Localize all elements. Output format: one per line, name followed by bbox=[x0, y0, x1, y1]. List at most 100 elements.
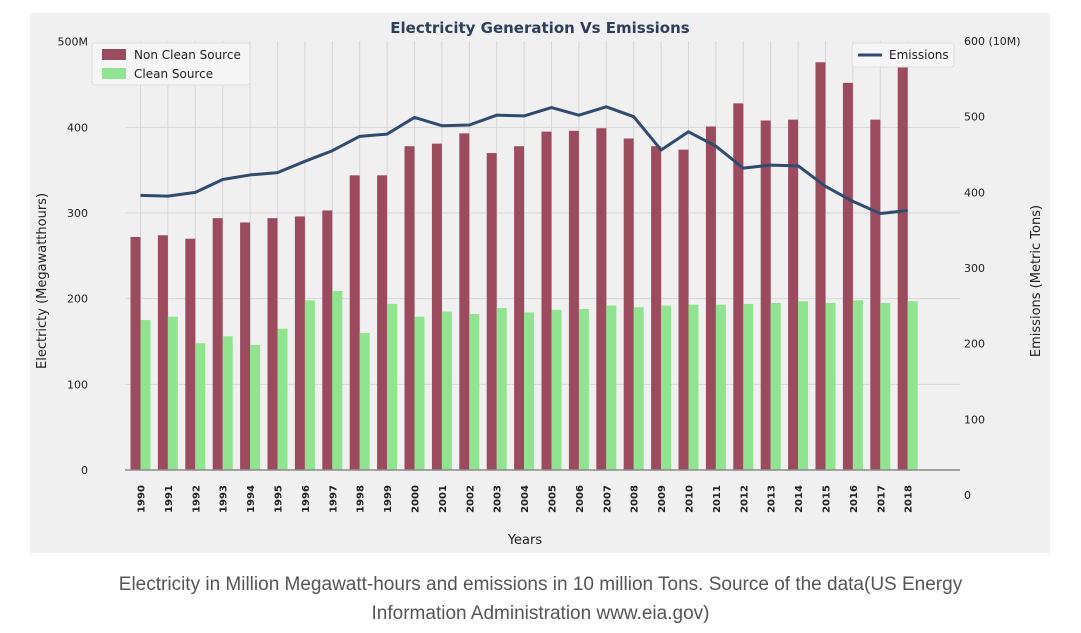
x-tick-label: 2014 bbox=[794, 485, 805, 513]
y-tick-right-label: 300 bbox=[964, 262, 985, 275]
x-tick-label: 2007 bbox=[602, 485, 613, 513]
x-tick-label: 1996 bbox=[301, 485, 312, 513]
bar-clean-2000 bbox=[414, 316, 425, 470]
bar-clean-1998 bbox=[359, 332, 370, 470]
y-tick-right-label: 400 bbox=[964, 186, 985, 199]
bar-non-clean-2014 bbox=[788, 119, 799, 470]
bar-non-clean-2011 bbox=[705, 126, 716, 470]
bar-clean-1991 bbox=[167, 316, 178, 470]
legend-line: Emissions bbox=[851, 42, 955, 68]
y-tick-left-label: 400 bbox=[67, 121, 88, 134]
bar-clean-1999 bbox=[387, 303, 398, 470]
bar-non-clean-2009 bbox=[651, 146, 662, 470]
x-tick-label: 1994 bbox=[246, 485, 257, 513]
x-tick-label: 2004 bbox=[520, 485, 531, 513]
legend-label-emissions: Emissions bbox=[889, 48, 949, 62]
legend-swatch-non-clean bbox=[102, 49, 126, 60]
bar-non-clean-1996 bbox=[294, 216, 305, 470]
bar-non-clean-2006 bbox=[568, 130, 579, 470]
y-tick-right-label: 200 bbox=[964, 338, 985, 351]
bar-clean-2001 bbox=[441, 311, 452, 470]
x-tick-label: 1991 bbox=[164, 485, 175, 513]
x-tick-label: 1992 bbox=[191, 485, 202, 513]
bar-non-clean-2002 bbox=[459, 133, 470, 470]
bar-clean-2014 bbox=[798, 301, 809, 470]
caption-line-2: Information Administration www.eia.gov) bbox=[371, 603, 710, 624]
x-tick-label: 2005 bbox=[548, 485, 559, 513]
x-tick-label: 2006 bbox=[575, 485, 586, 513]
bar-clean-2018 bbox=[907, 301, 918, 470]
x-tick-label: 1990 bbox=[137, 485, 148, 513]
x-tick-label: 2003 bbox=[493, 485, 504, 513]
bar-clean-2004 bbox=[524, 312, 535, 470]
x-tick-label: 1999 bbox=[383, 485, 394, 513]
y-tick-left-label: 100 bbox=[67, 378, 88, 391]
y-tick-left-label: 500M bbox=[58, 36, 89, 49]
chart-title: Electricity Generation Vs Emissions bbox=[390, 19, 690, 37]
x-tick-label: 1993 bbox=[219, 485, 230, 513]
x-tick-label: 2017 bbox=[876, 485, 887, 513]
x-tick-label: 1998 bbox=[356, 485, 367, 513]
bar-clean-1993 bbox=[222, 336, 233, 470]
bar-clean-2010 bbox=[688, 304, 699, 470]
bar-non-clean-1993 bbox=[212, 218, 223, 470]
bar-non-clean-2018 bbox=[897, 60, 908, 471]
bar-clean-1995 bbox=[277, 328, 288, 470]
bar-clean-2008 bbox=[633, 307, 644, 470]
bar-clean-2002 bbox=[469, 314, 480, 470]
bar-non-clean-1997 bbox=[322, 210, 333, 470]
chart-figure: 0 100 200 300 400 500M 0 100 200 300 400 500 600 (1… bbox=[30, 13, 1050, 553]
y-tick-right-label: 500 bbox=[964, 111, 985, 124]
bar-non-clean-2015 bbox=[815, 62, 826, 471]
legend-swatch-clean bbox=[102, 68, 126, 79]
x-tick-label: 1997 bbox=[328, 485, 339, 513]
x-ticks: 1990 1991 1992 1993 1994 1995 1996 1997 1998 1999… bbox=[137, 485, 915, 513]
x-tick-label: 1995 bbox=[274, 485, 285, 513]
bar-non-clean-2016 bbox=[842, 82, 853, 470]
bar-non-clean-2003 bbox=[486, 153, 497, 471]
bar-non-clean-2004 bbox=[514, 146, 525, 470]
x-tick-label: 2016 bbox=[849, 485, 860, 513]
bar-clean-2006 bbox=[578, 308, 589, 470]
x-tick-label: 2013 bbox=[767, 485, 778, 513]
bar-non-clean-2010 bbox=[678, 149, 689, 471]
bar-non-clean-1999 bbox=[377, 175, 388, 471]
bar-clean-2017 bbox=[880, 302, 891, 470]
bar-non-clean-1995 bbox=[267, 218, 278, 470]
bar-non-clean-2013 bbox=[760, 120, 771, 470]
emissions-line-layer bbox=[140, 105, 908, 216]
bar-clean-2016 bbox=[852, 300, 863, 470]
legend-bars: Non Clean Source Clean Source bbox=[91, 42, 251, 86]
legend-label-non-clean: Non Clean Source bbox=[134, 48, 241, 62]
bar-non-clean-2001 bbox=[431, 143, 442, 470]
y-axis-label-left: Electricty (Megawatthours) bbox=[35, 193, 50, 369]
bar-clean-1996 bbox=[304, 300, 315, 470]
bar-non-clean-1990 bbox=[130, 237, 141, 470]
bar-clean-2013 bbox=[770, 302, 781, 470]
x-tick-label: 2018 bbox=[904, 485, 915, 513]
bar-non-clean-1994 bbox=[240, 222, 251, 470]
bar-non-clean-2008 bbox=[623, 138, 634, 470]
bar-non-clean-2005 bbox=[541, 131, 552, 470]
x-tick-label: 2011 bbox=[712, 485, 723, 513]
bar-clean-2012 bbox=[743, 303, 754, 470]
bars bbox=[130, 60, 918, 471]
bar-clean-2011 bbox=[715, 304, 726, 470]
figure-caption: Electricity in Million Megawatt-hours an… bbox=[40, 570, 1041, 628]
y-tick-right-label: 0 bbox=[964, 489, 971, 502]
bar-clean-1992 bbox=[195, 343, 206, 470]
bar-non-clean-2017 bbox=[870, 119, 881, 470]
legend-label-clean: Clean Source bbox=[134, 67, 213, 81]
bar-clean-2003 bbox=[496, 308, 507, 470]
bar-non-clean-1998 bbox=[349, 175, 360, 471]
x-tick-label: 2002 bbox=[465, 485, 476, 513]
x-tick-label: 2010 bbox=[685, 485, 696, 513]
x-tick-label: 2001 bbox=[438, 485, 449, 513]
y-tick-right-label: 600 (10M) bbox=[964, 35, 1021, 48]
bar-non-clean-1992 bbox=[185, 238, 196, 470]
y-tick-right-label: 100 bbox=[964, 413, 985, 426]
bar-non-clean-1991 bbox=[157, 235, 168, 470]
chart-background bbox=[30, 13, 1050, 553]
x-tick-label: 2015 bbox=[822, 485, 833, 513]
caption-line-1: Electricity in Million Megawatt-hours an… bbox=[118, 574, 963, 595]
